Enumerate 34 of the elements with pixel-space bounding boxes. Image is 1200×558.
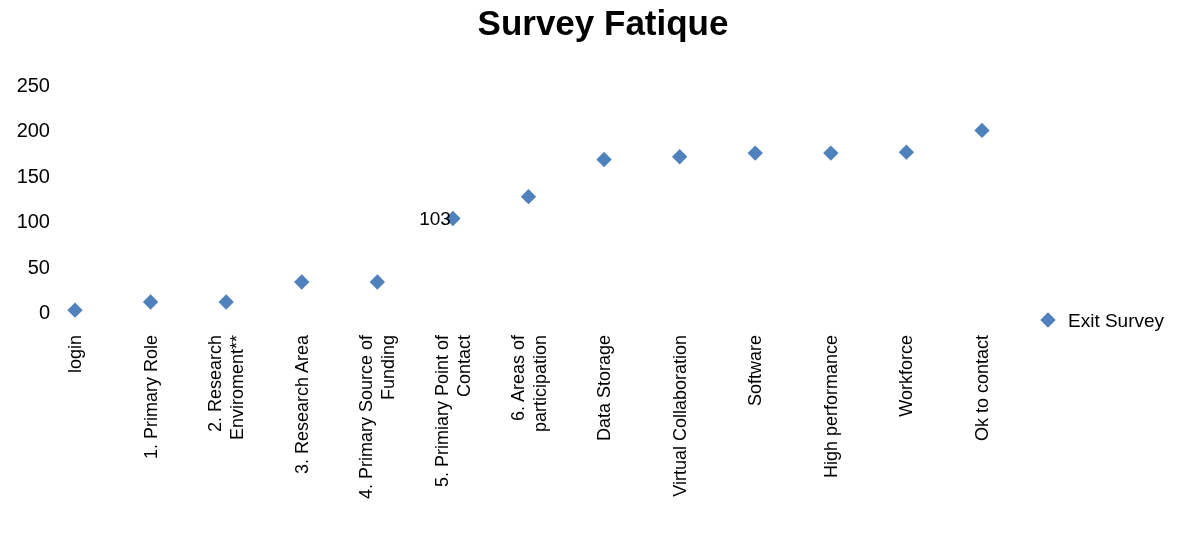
point bbox=[67, 302, 83, 318]
y-tick-label: 150 bbox=[16, 164, 50, 187]
point bbox=[672, 149, 688, 165]
x-tick-label: 1. Primary Role bbox=[140, 335, 161, 460]
x-tick-label: 5. Primiary Point of Contact bbox=[431, 334, 474, 488]
x-tick-label: 4. Primary Source of Funding bbox=[356, 334, 399, 500]
point bbox=[823, 145, 839, 161]
data-label: 103 bbox=[419, 208, 451, 230]
point bbox=[898, 144, 915, 160]
point bbox=[369, 274, 385, 290]
x-tick-label: Virtual Collaboration bbox=[669, 335, 690, 497]
x-tick-label: 6. Areas of participation bbox=[507, 334, 550, 433]
y-tick-label: 250 bbox=[16, 74, 50, 96]
x-tick-label: High performance bbox=[820, 335, 841, 479]
x-tick-label: 2. Research Enviroment** bbox=[205, 335, 248, 441]
y-tick-label: 50 bbox=[27, 255, 50, 278]
x-tick-label: Ok to contact bbox=[972, 335, 992, 442]
legend-label: Exit Survey bbox=[1068, 310, 1165, 331]
point bbox=[142, 294, 159, 310]
x-tick-label: 3. Research Area bbox=[291, 334, 312, 475]
y-tick-label: 0 bbox=[38, 301, 50, 323]
point bbox=[294, 274, 310, 290]
point bbox=[974, 122, 990, 139]
point bbox=[520, 189, 537, 205]
point bbox=[596, 151, 612, 168]
x-tick-label: Data Storage bbox=[594, 335, 615, 442]
y-tick-label: 200 bbox=[16, 119, 50, 142]
x-tick-label: Workforce bbox=[896, 335, 917, 417]
x-tick-label: login bbox=[65, 335, 85, 374]
x-tick-label: Software bbox=[745, 335, 766, 407]
y-tick-label: 100 bbox=[16, 210, 50, 233]
chart-title: Survey Fatique bbox=[477, 3, 729, 42]
point bbox=[218, 294, 234, 310]
point bbox=[747, 145, 763, 161]
